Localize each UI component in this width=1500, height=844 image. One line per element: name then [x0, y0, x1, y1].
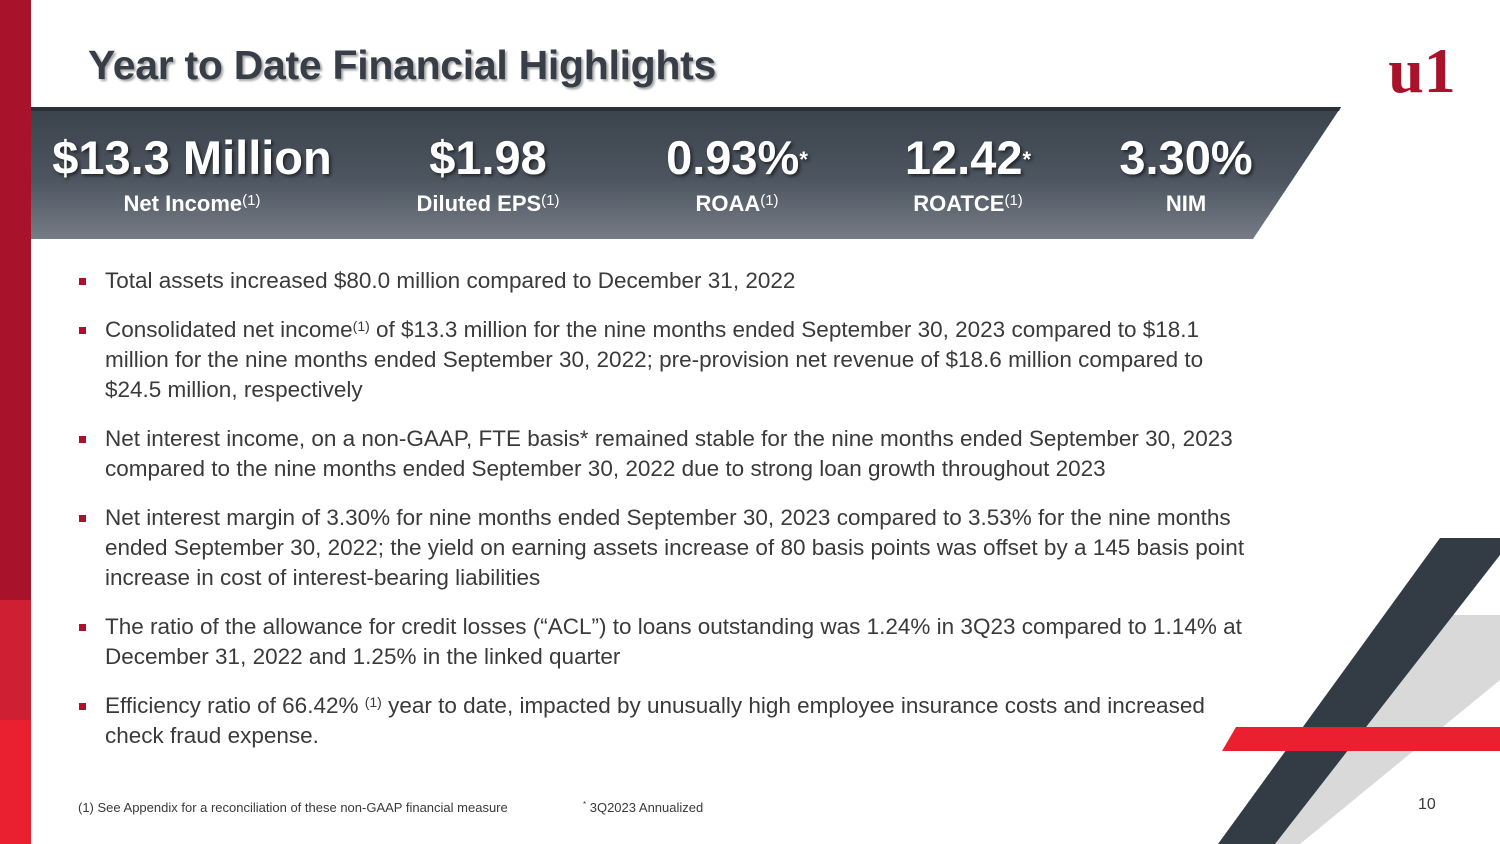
metric-label: Diluted EPS(1) — [416, 191, 560, 216]
list-item: Net interest margin of 3.30% for nine mo… — [78, 503, 1248, 593]
page-number: 10 — [1418, 796, 1436, 813]
metric-nim: 3.30% NIM — [1108, 130, 1264, 218]
left-accent-bar — [0, 0, 31, 844]
metric-value: $1.98 — [429, 131, 547, 184]
left-bar-mid-red — [0, 600, 31, 720]
left-bar-bright-red — [0, 720, 31, 844]
dark-slate-slash — [1218, 538, 1500, 844]
metric-value: 3.30% — [1119, 131, 1253, 184]
metric-label: NIM — [1165, 191, 1207, 216]
metric-value: 12.42* — [904, 131, 1032, 184]
company-logo: u1 — [1388, 42, 1456, 98]
square-bullet-icon — [79, 624, 86, 631]
metric-roaa: 0.93%* ROAA(1) — [647, 130, 827, 218]
list-item: Net interest income, on a non-GAAP, FTE … — [78, 424, 1248, 484]
metric-value: $13.3 Million — [52, 131, 332, 184]
metric-net-income: $13.3 Million Net Income(1) — [42, 130, 342, 218]
left-bar-dark-red — [0, 0, 31, 600]
metric-label: ROAA(1) — [695, 191, 779, 216]
metrics-banner — [31, 107, 1341, 239]
square-bullet-icon — [79, 515, 86, 522]
list-item: The ratio of the allowance for credit lo… — [78, 612, 1248, 672]
footnote-appendix: (1) See Appendix for a reconciliation of… — [78, 800, 508, 815]
square-bullet-icon — [79, 327, 86, 334]
metric-label: Net Income(1) — [123, 191, 261, 216]
highlights-list: Total assets increased $80.0 million com… — [78, 266, 1248, 770]
metric-diluted-eps: $1.98 Diluted EPS(1) — [402, 130, 574, 218]
list-item: Consolidated net income(1) of $13.3 mill… — [78, 315, 1248, 405]
list-item: Efficiency ratio of 66.42% (1) year to d… — [78, 691, 1248, 751]
square-bullet-icon — [79, 436, 86, 443]
footnote-annualized: * 3Q2023 Annualized — [583, 800, 704, 815]
square-bullet-icon — [79, 278, 86, 285]
logo-text: u1 — [1388, 42, 1456, 98]
metric-label: ROATCE(1) — [913, 191, 1023, 216]
page-title: Year to Date Financial Highlights — [88, 42, 717, 88]
square-bullet-icon — [79, 703, 86, 710]
red-stripe — [1222, 727, 1500, 751]
light-gray-slash — [1218, 615, 1500, 844]
metric-roatce: 12.42* ROATCE(1) — [888, 130, 1048, 218]
metric-value: 0.93%* — [666, 131, 808, 184]
list-item: Total assets increased $80.0 million com… — [78, 266, 1248, 296]
